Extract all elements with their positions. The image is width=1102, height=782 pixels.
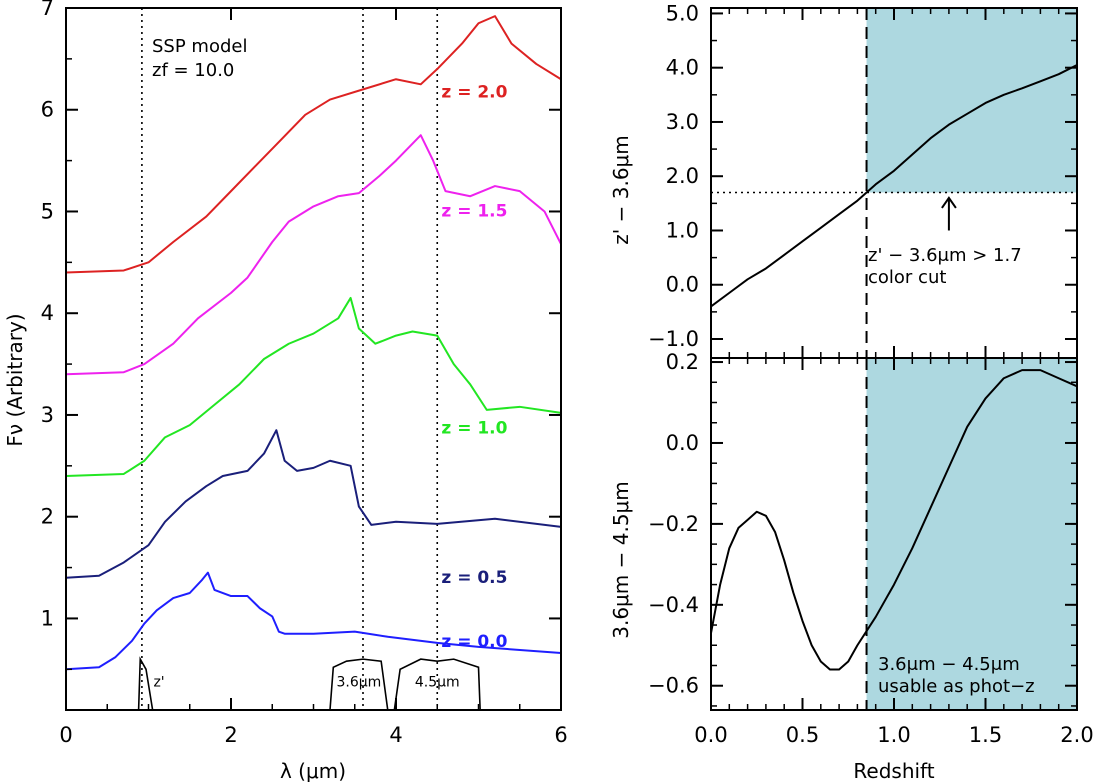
left-x-tick-label-1: 2 xyxy=(224,723,237,747)
right-top-panel-color: −1.00.01.02.03.04.05.0 z' − 3.6μm > 1.7 … xyxy=(609,1,1078,359)
right-bottom-y-axis-label: 3.6μm − 4.5μm xyxy=(609,481,633,639)
rtop-y-tick-label-2: 1.0 xyxy=(666,218,699,242)
filter-label-2: 4.5μm xyxy=(415,675,460,691)
rbot-y-tick-label-2: −0.2 xyxy=(648,512,699,536)
rbot-x-tick-label-3: 1.5 xyxy=(969,723,1002,747)
filter-label-0: z' xyxy=(153,675,164,691)
rbot-y-tick-label-3: 0.0 xyxy=(666,431,699,455)
rbot-y-tick-label-0: −0.6 xyxy=(648,674,699,698)
left-y-tick-label-6: 7 xyxy=(41,0,54,20)
rtop-arrow-head xyxy=(941,196,957,209)
left-x-axis-label: λ (μm) xyxy=(280,759,346,782)
rtop-y-tick-label-6: 5.0 xyxy=(666,1,699,25)
left-y-tick-label-3: 4 xyxy=(41,301,54,325)
rbot-x-tick-label-2: 1.0 xyxy=(877,723,910,747)
rbot-color-curve xyxy=(710,369,1078,671)
rbot-selection-shade xyxy=(866,358,1077,710)
right-bottom-annotation-line2: usable as phot−z xyxy=(878,676,1035,697)
spectrum-label-0: z = 0.0 xyxy=(441,632,507,652)
spectrum-line-3 xyxy=(65,134,562,376)
spectrum-line-2 xyxy=(65,296,562,477)
rtop-y-tick-label-3: 2.0 xyxy=(666,164,699,188)
rtop-color-curve xyxy=(710,64,1078,308)
left-x-tick-label-2: 4 xyxy=(389,723,402,747)
left-y-tick-label-0: 1 xyxy=(41,606,54,630)
rtop-y-tick-label-1: 0.0 xyxy=(666,273,699,297)
rbot-y-tick-label-1: −0.4 xyxy=(648,593,699,617)
spectrum-label-4: z = 2.0 xyxy=(441,83,507,103)
spectrum-label-3: z = 1.5 xyxy=(441,202,507,222)
left-annotation-line1: SSP model xyxy=(152,36,247,57)
left-x-tick-label-3: 6 xyxy=(554,723,567,747)
right-top-annotation-line2: color cut xyxy=(868,267,946,288)
rbot-y-tick-label-4: 0.2 xyxy=(666,350,699,374)
filter-curve-0 xyxy=(137,656,154,711)
rtop-y-tick-label-0: −1.0 xyxy=(648,327,699,351)
rbot-x-tick-label-1: 0.5 xyxy=(786,723,819,747)
right-bottom-x-axis-label: Redshift xyxy=(853,759,934,782)
spectrum-line-4 xyxy=(65,15,562,274)
spectrum-label-2: z = 1.0 xyxy=(441,418,507,438)
left-y-tick-label-5: 6 xyxy=(41,98,54,122)
filter-curve-2 xyxy=(393,658,481,711)
filter-curve-1 xyxy=(329,658,389,711)
left-y-tick-label-1: 2 xyxy=(41,505,54,529)
right-bottom-panel-color: −0.6 −0.4 −0.2 0.0 0.2 0.0 0.5 1.0 1.5 2.0 3.6μm … xyxy=(609,350,1094,782)
left-panel-spectra: z' 3.6μm 4.5μm z = 0.0 z = 0.5 z = 1.0 z = 1.… xyxy=(3,0,568,782)
left-plot-frame xyxy=(65,7,562,711)
right-top-y-axis-label: z' − 3.6μm xyxy=(609,135,633,244)
left-y-axis-label: Fν (Arbitrary) xyxy=(3,313,27,446)
filter-label-1: 3.6μm xyxy=(336,675,381,691)
rbot-x-tick-label-0: 0.0 xyxy=(694,723,727,747)
spectrum-line-1 xyxy=(65,429,562,579)
spectrum-label-1: z = 0.5 xyxy=(441,568,507,588)
left-y-tick-label-2: 3 xyxy=(41,403,54,427)
left-y-tick-label-4: 5 xyxy=(41,199,54,223)
rtop-y-tick-label-5: 4.0 xyxy=(666,56,699,80)
right-top-annotation-line1: z' − 3.6μm > 1.7 xyxy=(868,245,1022,266)
left-annotation-line2: zf = 10.0 xyxy=(152,60,234,81)
rtop-selection-shade xyxy=(866,8,1077,193)
left-x-tick-label-0: 0 xyxy=(59,723,72,747)
rbot-x-tick-label-4: 2.0 xyxy=(1060,723,1093,747)
right-bottom-annotation-line1: 3.6μm − 4.5μm xyxy=(878,654,1020,675)
spectrum-line-0 xyxy=(65,571,562,671)
rtop-y-tick-label-4: 3.0 xyxy=(666,110,699,134)
